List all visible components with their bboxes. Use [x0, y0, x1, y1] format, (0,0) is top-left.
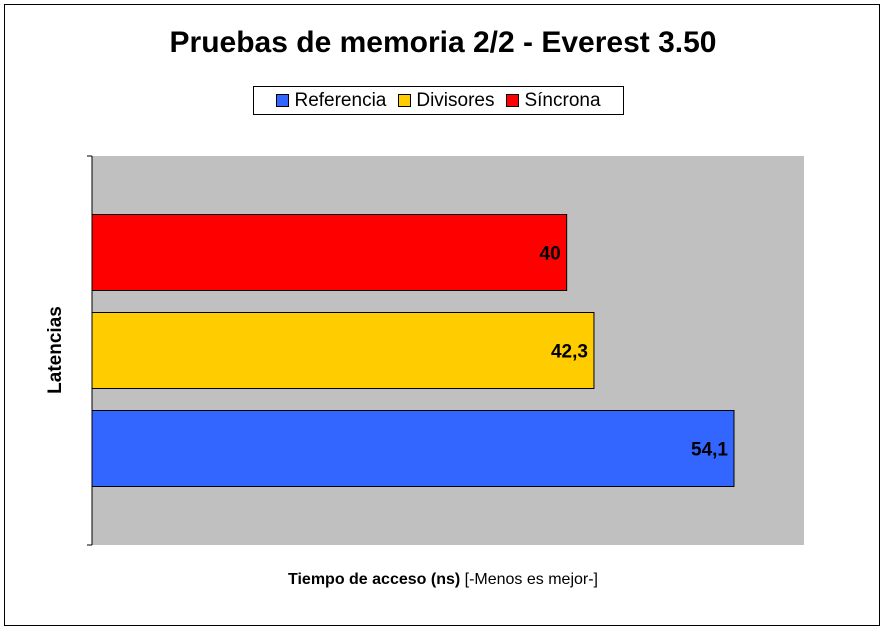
data-label-sincrona: 40 — [540, 244, 561, 265]
x-axis-label: Tiempo de acceso (ns) [-Menos es mejor-] — [0, 571, 886, 589]
bar-sincrona — [91, 214, 568, 291]
legend-label-referencia: Referencia — [294, 89, 387, 111]
legend-item-divisores: Divisores — [398, 90, 494, 112]
bar-referencia — [91, 410, 735, 487]
legend-swatch-referencia — [276, 94, 290, 107]
legend-swatch-divisores — [398, 94, 412, 107]
x-axis-label-note: [-Menos es mejor-] — [460, 571, 598, 588]
data-label-referencia: 54,1 — [691, 440, 728, 461]
bar-divisores — [91, 312, 595, 389]
x-axis-label-main: Tiempo de acceso (ns) — [287, 571, 461, 588]
legend-item-sincrona: Síncrona — [506, 89, 601, 112]
legend-item-referencia: Referencia — [276, 90, 386, 112]
legend-label-sincrona: Síncrona — [524, 89, 601, 111]
chart-title: Pruebas de memoria 2/2 - Everest 3.50 — [169, 26, 717, 59]
legend-label-divisores: Divisores — [416, 89, 495, 111]
legend-swatch-sincrona — [506, 94, 520, 107]
data-label-divisores: 42,3 — [551, 342, 588, 363]
chart-legend: Referencia Divisores Síncrona — [253, 86, 624, 115]
